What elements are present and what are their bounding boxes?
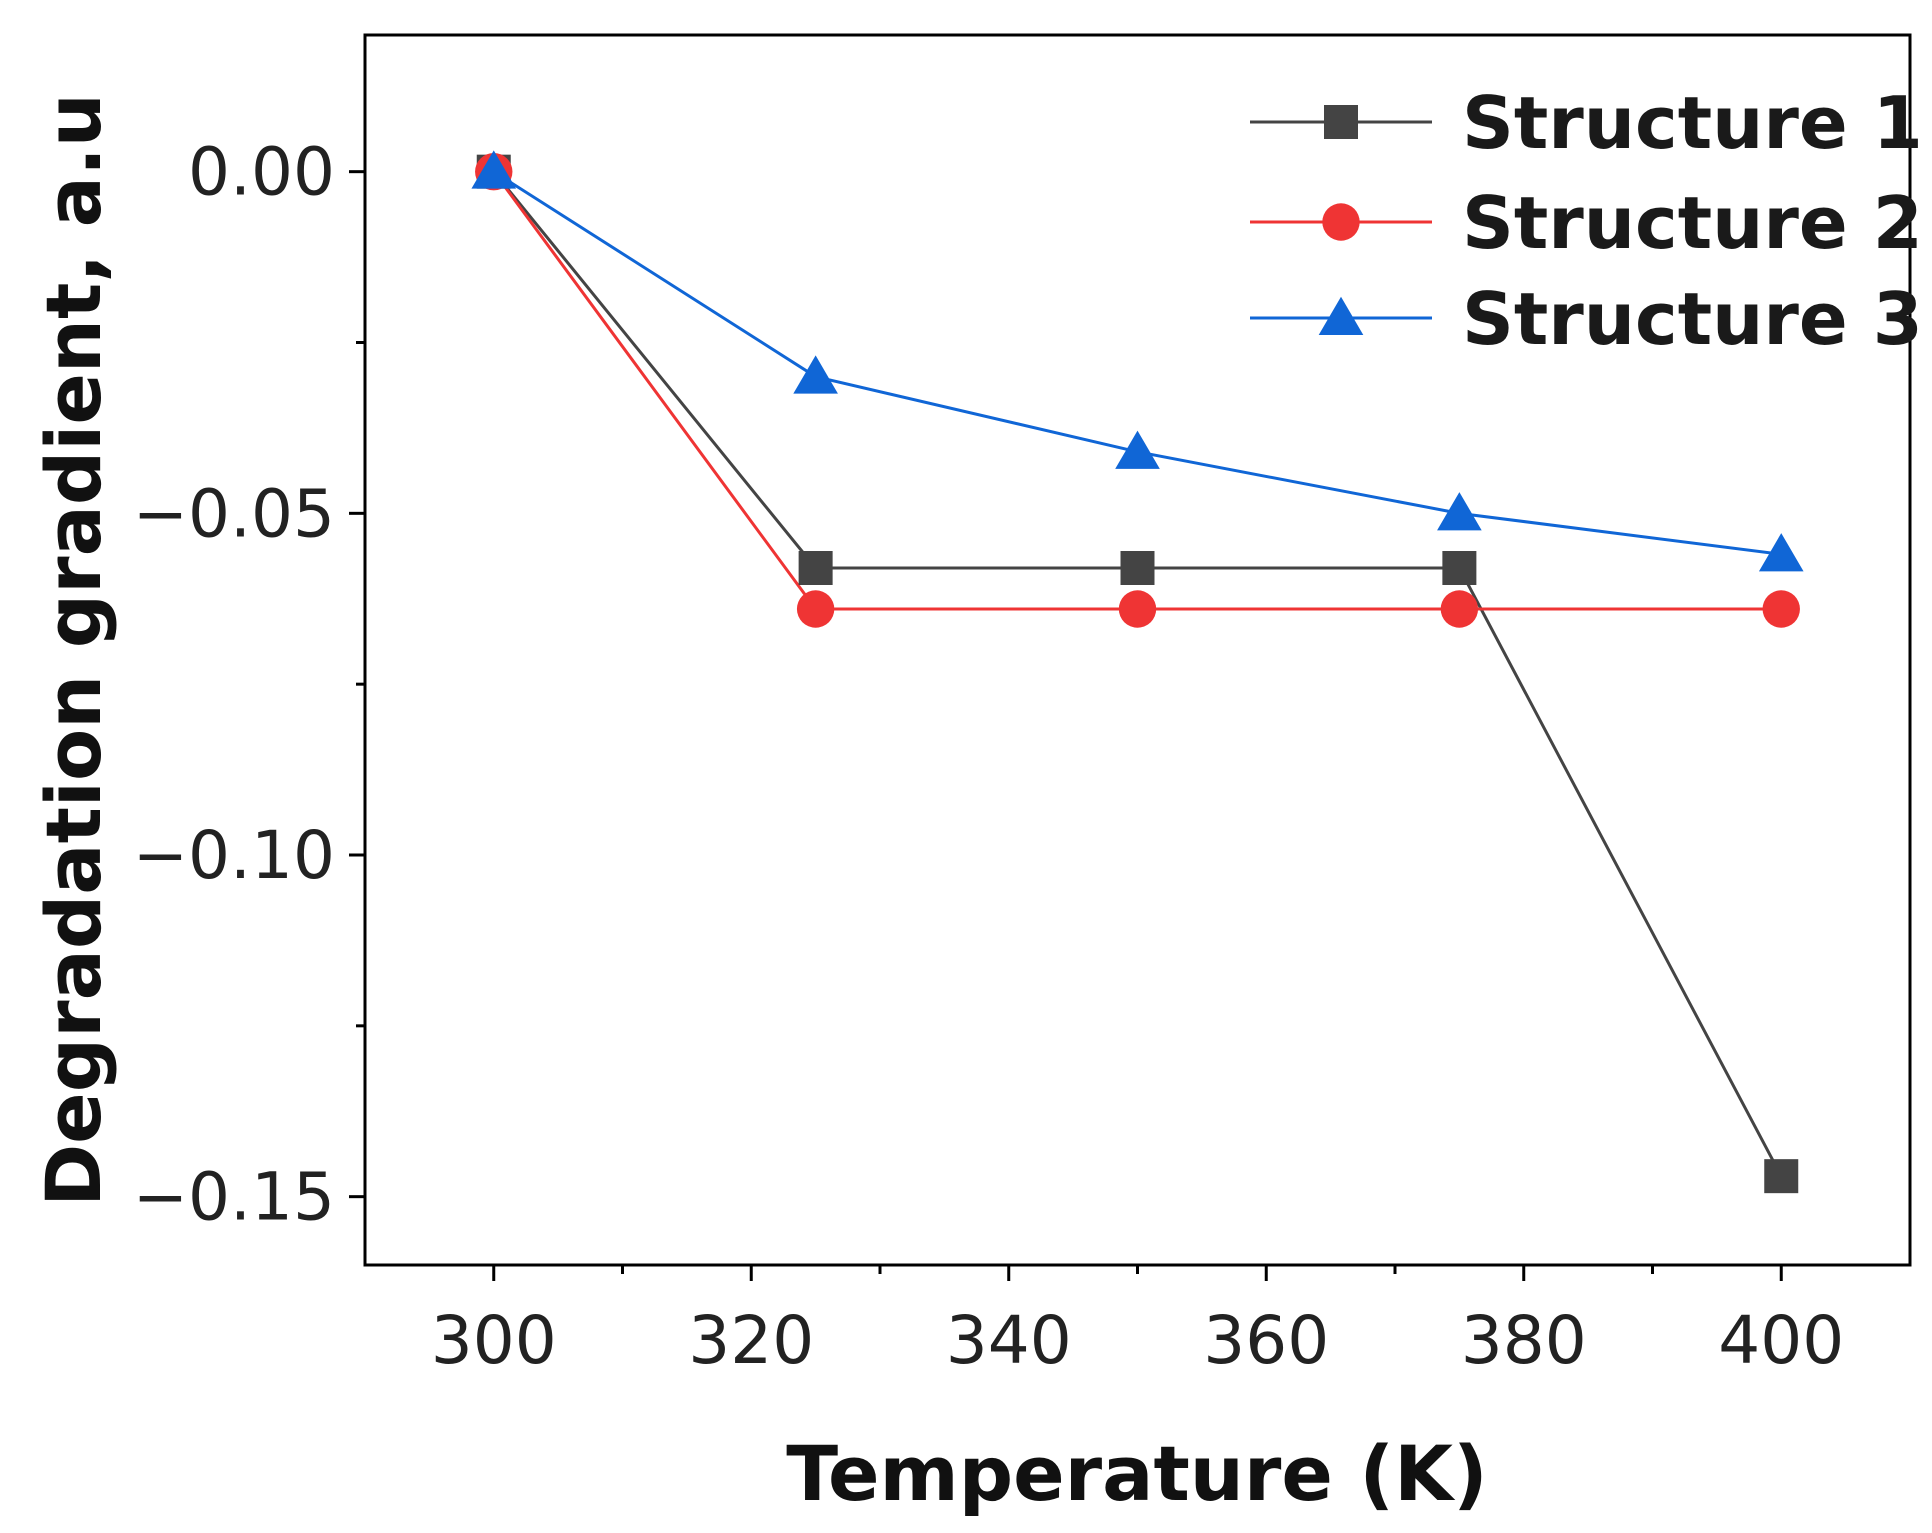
legend-label-structure-3: Structure 3: [1462, 277, 1923, 361]
y-axis-title: Degradation gradient, a.u: [29, 93, 118, 1207]
series-markers: [471, 150, 1804, 1194]
x-axis-title: Temperature (K): [786, 1429, 1487, 1518]
data-point-structure-2-400: [1762, 590, 1800, 628]
data-point-structure-2-325: [796, 590, 835, 628]
legend-marker-structure-3: [1318, 296, 1364, 335]
data-point-structure-3-400: [1758, 533, 1804, 572]
x-axis-ticks: 300 320 340 360 380 400: [431, 1265, 1844, 1379]
data-point-structure-2-375: [1440, 590, 1479, 628]
x-tick-label-320: 320: [688, 1302, 814, 1379]
data-point-structure-3-300: [471, 150, 517, 189]
legend-label-structure-1: Structure 1: [1462, 81, 1923, 165]
x-tick-label-380: 380: [1461, 1302, 1587, 1379]
data-point-structure-2-350: [1118, 590, 1157, 628]
data-point-structure-3-375: [1437, 492, 1482, 531]
y-tick-label-1: −0.05: [133, 475, 335, 552]
data-point-structure-1-375: [1442, 551, 1477, 585]
legend-label-structure-2: Structure 2: [1462, 181, 1923, 265]
data-point-structure-1-400: [1764, 1159, 1799, 1194]
x-tick-label-300: 300: [431, 1302, 557, 1379]
y-tick-label-2: −0.10: [133, 817, 335, 894]
data-point-structure-3-325: [793, 355, 838, 394]
x-tick-label-360: 360: [1203, 1302, 1329, 1379]
legend-marker-structure-1: [1324, 105, 1358, 139]
data-point-structure-1-325: [798, 551, 833, 585]
y-tick-label-0: 0.00: [188, 134, 335, 211]
y-tick-label-3: −0.15: [133, 1159, 335, 1236]
data-point-structure-3-350: [1115, 430, 1160, 469]
data-point-structure-1-350: [1120, 551, 1155, 585]
legend: Structure 1 Structure 2 Structure 3: [1250, 81, 1923, 361]
x-tick-label-340: 340: [946, 1302, 1072, 1379]
x-tick-label-400: 400: [1718, 1302, 1844, 1379]
legend-marker-structure-2: [1322, 203, 1360, 241]
y-axis-ticks: 0.00 −0.05 −0.10 −0.15: [133, 134, 365, 1236]
